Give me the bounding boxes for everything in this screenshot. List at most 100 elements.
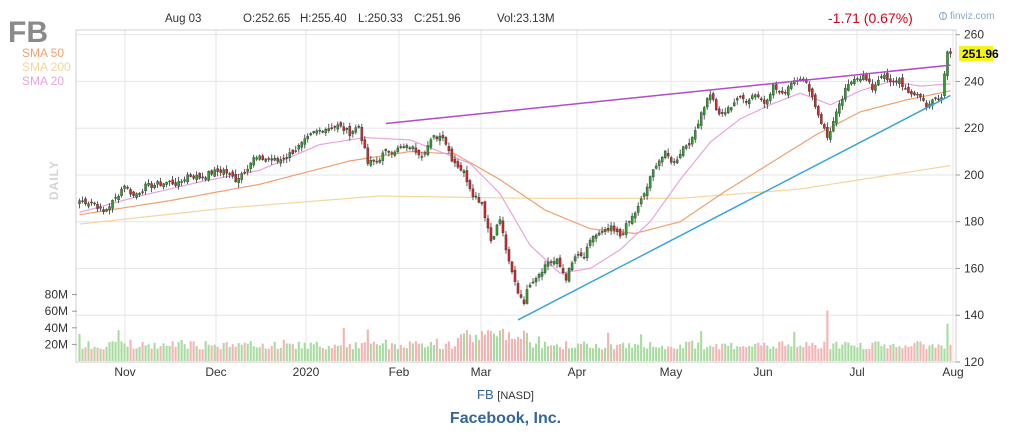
candle-body [633, 212, 637, 219]
candle [778, 90, 781, 95]
candle [847, 79, 850, 92]
volume-bar [309, 342, 312, 361]
candle-body [408, 147, 412, 149]
candle [279, 156, 282, 167]
candle [760, 96, 763, 102]
candle-body [294, 150, 298, 152]
candle-body [282, 157, 285, 160]
candle-body [219, 169, 222, 173]
volume-bar [703, 349, 706, 361]
candle [414, 142, 418, 156]
candle [621, 229, 625, 236]
candle-body [495, 224, 499, 236]
volume-bar [516, 336, 520, 361]
lower-trendline [517, 94, 951, 321]
volume-bar [838, 348, 841, 361]
ticker-symbol: FB [8, 16, 48, 49]
volume-bar [291, 344, 294, 361]
volume-tick-label: 20M [45, 337, 68, 351]
candle-body [525, 289, 529, 304]
volume-bar [850, 345, 853, 361]
volume-bar [375, 344, 378, 361]
candle-body [291, 149, 294, 155]
plot-frame [75, 29, 957, 363]
volume-bar [486, 330, 490, 361]
candle [96, 201, 99, 212]
candle-body [763, 99, 766, 104]
volume-bar [114, 341, 117, 361]
candle [78, 198, 81, 209]
volume-bar [480, 331, 484, 361]
volume-bar [625, 347, 628, 361]
candle [573, 253, 577, 264]
candle [901, 73, 904, 91]
candle-body [877, 79, 880, 85]
volume-bar [519, 338, 523, 361]
volume-bar [120, 341, 123, 361]
candle [693, 126, 697, 143]
volume-bar [210, 345, 213, 361]
candle-body [444, 137, 448, 145]
volume-bar [949, 344, 952, 361]
candle-body [438, 135, 442, 141]
candle [264, 157, 267, 163]
price-tick-label: 260 [964, 28, 984, 42]
volume-bar [285, 343, 288, 361]
candle [102, 206, 105, 215]
candle [627, 220, 631, 227]
candle-body [645, 186, 649, 196]
candle [585, 243, 589, 261]
candle-body [186, 174, 189, 183]
candle-body [528, 284, 532, 288]
candle [207, 170, 210, 182]
candle-body [285, 157, 288, 159]
finviz-logo-icon[interactable] [939, 12, 947, 20]
volume-bar [258, 347, 261, 361]
candle [117, 194, 120, 204]
footer-company[interactable]: Facebook, Inc. [449, 410, 562, 427]
candle-body [784, 92, 787, 94]
candle-body [826, 127, 829, 138]
volume-bar [201, 349, 204, 361]
candle-body [390, 152, 394, 154]
candle-body [321, 131, 325, 133]
candle-body [588, 240, 592, 246]
candle-body [396, 147, 400, 152]
footer-ticker[interactable]: FB [477, 387, 494, 402]
volume-bar [138, 346, 141, 361]
footer-symbol[interactable]: FB [NASD] [0, 387, 1011, 402]
candle [690, 136, 694, 147]
candle [255, 155, 258, 162]
volume-bar [643, 347, 646, 361]
candle [309, 132, 313, 137]
candle-body [393, 151, 397, 156]
volume-bar [294, 348, 297, 361]
candle-body [648, 176, 652, 189]
candle-body [886, 72, 889, 81]
candle-body [96, 204, 99, 209]
candle [504, 231, 508, 254]
volume-bar [303, 342, 306, 361]
candle [453, 154, 457, 168]
candle [723, 107, 727, 117]
candle [123, 184, 126, 193]
price-tick-label: 180 [964, 215, 984, 229]
candle [732, 98, 736, 107]
candle-body [829, 131, 832, 140]
candle-body [357, 126, 361, 128]
volume-bar [390, 343, 393, 361]
brand-link[interactable]: finviz.com [950, 11, 994, 22]
volume-bar [234, 346, 237, 361]
candle [582, 252, 586, 260]
candle-body [859, 78, 862, 82]
candle-body [561, 268, 565, 274]
candle-body [865, 74, 868, 81]
candle [642, 192, 646, 200]
candle-body [919, 94, 922, 97]
candle [600, 226, 604, 236]
volume-bar [183, 344, 186, 361]
date-tick-label: Apr [568, 365, 587, 379]
candle [748, 98, 751, 109]
candle-body [102, 209, 105, 213]
candle-body [159, 181, 162, 186]
